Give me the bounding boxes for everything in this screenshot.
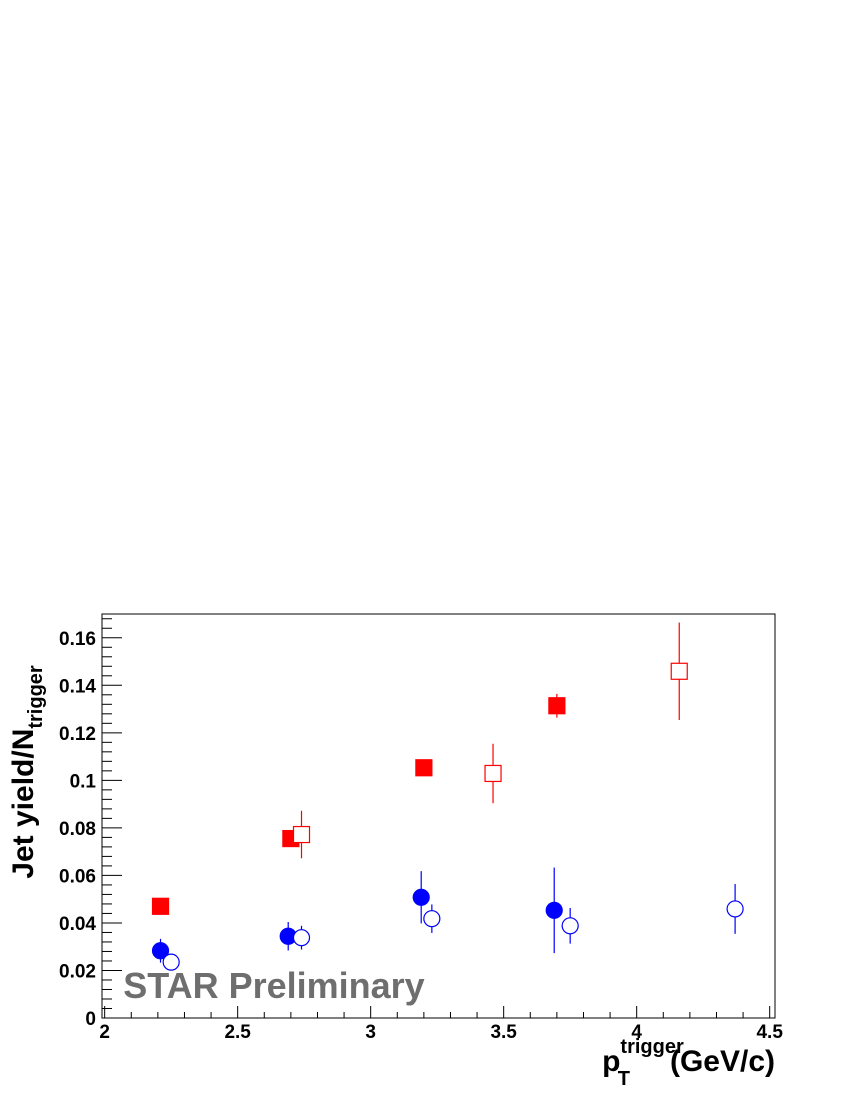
circle-marker-s3-p3 <box>561 917 579 935</box>
square-marker-s1-p2 <box>670 662 688 680</box>
plot-frame <box>101 613 776 1019</box>
square-marker-s0-p3 <box>548 697 566 715</box>
y-axis-title: Jet yield/Ntrigger <box>7 665 47 879</box>
circle-marker-s2-p2 <box>412 888 430 906</box>
x-tick-label-4: 4 <box>631 1022 642 1043</box>
x-axis-title-superscript: trigger <box>620 1036 684 1058</box>
x-tick-label-1: 2.5 <box>224 1022 251 1043</box>
y-tick-label-5: 0.1 <box>70 771 97 792</box>
y-tick-label-6: 0.12 <box>59 724 96 745</box>
x-axis-title-unit: (GeV/c) <box>670 1045 775 1078</box>
x-tick-label-5: 4.5 <box>756 1022 783 1043</box>
y-tick-label-7: 0.14 <box>59 676 96 697</box>
circle-marker-s2-p3 <box>545 901 563 919</box>
y-tick-label-1: 0.02 <box>59 961 96 982</box>
square-marker-s0-p2 <box>415 759 433 777</box>
x-axis-title: ptrigger T (GeV/c) <box>602 1036 775 1090</box>
circle-marker-s3-p2 <box>423 910 441 928</box>
x-axis-title-main: p <box>602 1045 620 1078</box>
circle-marker-s3-p4 <box>726 900 744 918</box>
circle-marker-s2-p0 <box>151 942 170 960</box>
y-tick-label-3: 0.06 <box>59 866 96 887</box>
square-marker-s1-p1 <box>484 764 502 783</box>
x-axis-title-subscript: T <box>618 1068 630 1090</box>
circle-marker-s3-p0 <box>162 953 180 971</box>
x-tick-label-3: 3.5 <box>490 1022 517 1043</box>
star-preliminary-annotation: STAR Preliminary <box>123 965 424 1006</box>
square-marker-s1-p0 <box>292 825 311 844</box>
x-tick-label-0: 2 <box>99 1022 110 1043</box>
circle-marker-s3-p1 <box>292 929 311 947</box>
y-tick-label-0: 0 <box>85 1009 96 1030</box>
x-tick-label-2: 3 <box>365 1022 376 1043</box>
square-marker-s0-p0 <box>151 897 170 915</box>
y-tick-label-8: 0.16 <box>59 629 96 650</box>
y-tick-label-4: 0.08 <box>59 819 96 840</box>
y-axis-title-subscript: trigger <box>25 665 47 729</box>
y-tick-label-2: 0.04 <box>59 914 96 935</box>
y-axis-title-main: Jet yield/N <box>7 729 40 879</box>
